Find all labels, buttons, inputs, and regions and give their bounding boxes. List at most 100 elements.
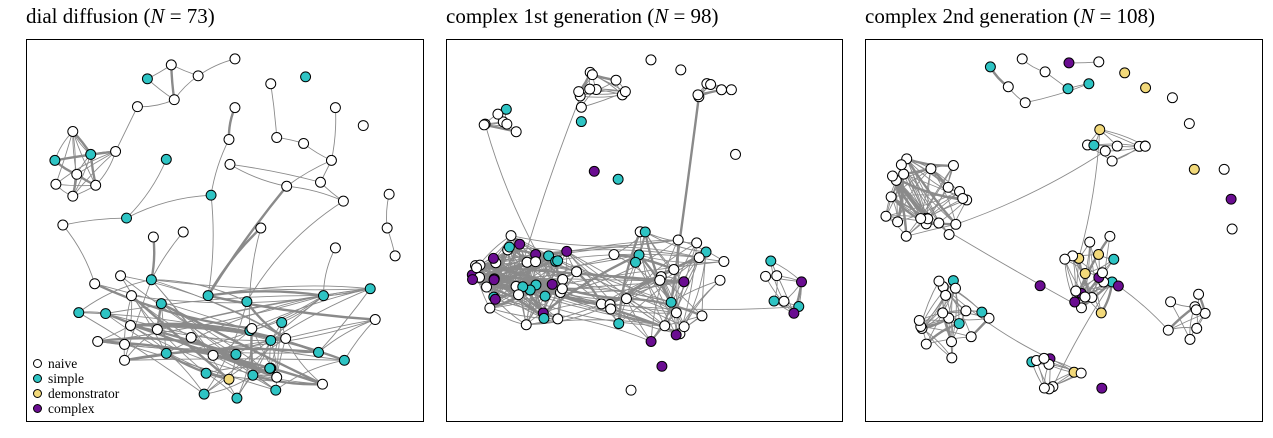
network-node-naive (246, 323, 258, 334)
network-edge (207, 290, 324, 297)
network-edge (318, 319, 376, 353)
network-edge (208, 285, 371, 297)
network-node-naive (718, 256, 730, 267)
network-node-naive (110, 145, 122, 157)
network-edge (542, 253, 640, 314)
network-node-demonstrator (1093, 248, 1105, 260)
network-node-simple (364, 283, 376, 295)
network-node-complex (1063, 57, 1075, 69)
network-node-simple (313, 346, 324, 358)
network-node-naive (645, 54, 657, 66)
network-node-naive (678, 321, 690, 333)
network-edge (54, 150, 116, 162)
network-node-naive (67, 190, 79, 202)
network-node-demonstrator (1188, 163, 1200, 175)
network-node-naive (925, 163, 937, 175)
legend-swatch-complex (33, 404, 42, 413)
network-node-naive (317, 378, 328, 390)
network-node-naive (691, 237, 703, 249)
network-node-simple (612, 173, 624, 185)
network-node-naive (1218, 163, 1230, 175)
network-node-naive (714, 274, 726, 286)
network-edge (489, 307, 527, 326)
network-node-naive (389, 250, 401, 262)
network-edge (489, 307, 558, 320)
legend-swatch-simple (33, 374, 42, 383)
network-edge (62, 224, 96, 284)
network-node-naive (933, 217, 945, 229)
network-node-naive (1038, 382, 1050, 394)
network-node-naive (505, 230, 517, 242)
network-node-naive (937, 307, 949, 319)
network-node-naive (357, 120, 369, 132)
network-node-complex (1034, 280, 1046, 292)
panel-title-complex-1st-generation: complex 1st generation (N = 98) (446, 4, 719, 28)
network-node-naive (1075, 367, 1087, 379)
network-edge (62, 217, 127, 226)
network-node-simple (768, 295, 780, 307)
network-node-simple (264, 362, 276, 374)
network-node-naive (620, 293, 632, 305)
network-node-naive (119, 354, 130, 366)
network-node-naive (471, 262, 483, 274)
network-edge (479, 253, 700, 278)
network-node-simple (155, 298, 167, 310)
network-node-naive (608, 249, 620, 261)
network-edge (131, 295, 207, 374)
network-node-naive (730, 148, 741, 160)
network-edge (197, 58, 236, 77)
network-node-naive (131, 101, 143, 113)
network-edge (124, 347, 319, 362)
network-node-demonstrator (1119, 67, 1131, 79)
network-node-naive (557, 273, 569, 285)
network-node-naive (271, 132, 283, 143)
network-node-naive (484, 302, 496, 314)
network-node-naive (177, 226, 189, 238)
network-node-naive (946, 336, 957, 348)
network-node-simple (538, 312, 550, 324)
network-edge (207, 185, 288, 297)
network-node-naive (915, 213, 927, 225)
network-panel-dial-diffusion: naive simple demonstrator complex (26, 39, 424, 422)
network-node-naive (716, 84, 727, 96)
network-edge (942, 286, 1051, 360)
network-node-naive (1165, 296, 1177, 308)
network-node-naive (298, 137, 310, 149)
network-node-simple (765, 255, 777, 267)
network-node-simple (270, 384, 282, 396)
network-node-naive (229, 102, 241, 114)
network-node-naive (1191, 322, 1203, 334)
network-node-simple (552, 255, 564, 267)
network-node-naive (1106, 155, 1118, 167)
network-node-naive (50, 178, 62, 190)
network-graph (880, 53, 1238, 395)
network-node-complex (1225, 193, 1237, 205)
network-node-naive (965, 331, 977, 343)
network-node-naive (1038, 352, 1050, 364)
network-edge (248, 227, 262, 331)
network-node-simple (338, 354, 350, 366)
network-node-naive (693, 252, 705, 264)
network-node-naive (510, 126, 522, 138)
network-node-naive (369, 314, 381, 326)
network-panel-complex-2nd-generation (865, 39, 1263, 422)
network-edge (510, 235, 679, 247)
network-node-simple (49, 154, 61, 166)
network-node-naive (898, 168, 910, 180)
network-node-simple (121, 212, 132, 224)
network-panel-complex-1st-generation (446, 39, 843, 422)
network-node-naive (492, 108, 504, 120)
network-node-naive (1226, 223, 1238, 235)
network-node-simple (160, 153, 172, 165)
network-edge (207, 294, 376, 321)
network-edge (484, 123, 561, 293)
network-node-naive (89, 278, 101, 290)
network-node-naive (147, 231, 159, 243)
network-node-naive (381, 222, 393, 234)
network-node-simple (1088, 139, 1100, 151)
network-node-simple (613, 318, 625, 330)
network-node-demonstrator (1140, 82, 1152, 94)
network-edge (472, 279, 677, 314)
network-node-simple (1062, 83, 1074, 95)
network-edge (638, 254, 724, 264)
